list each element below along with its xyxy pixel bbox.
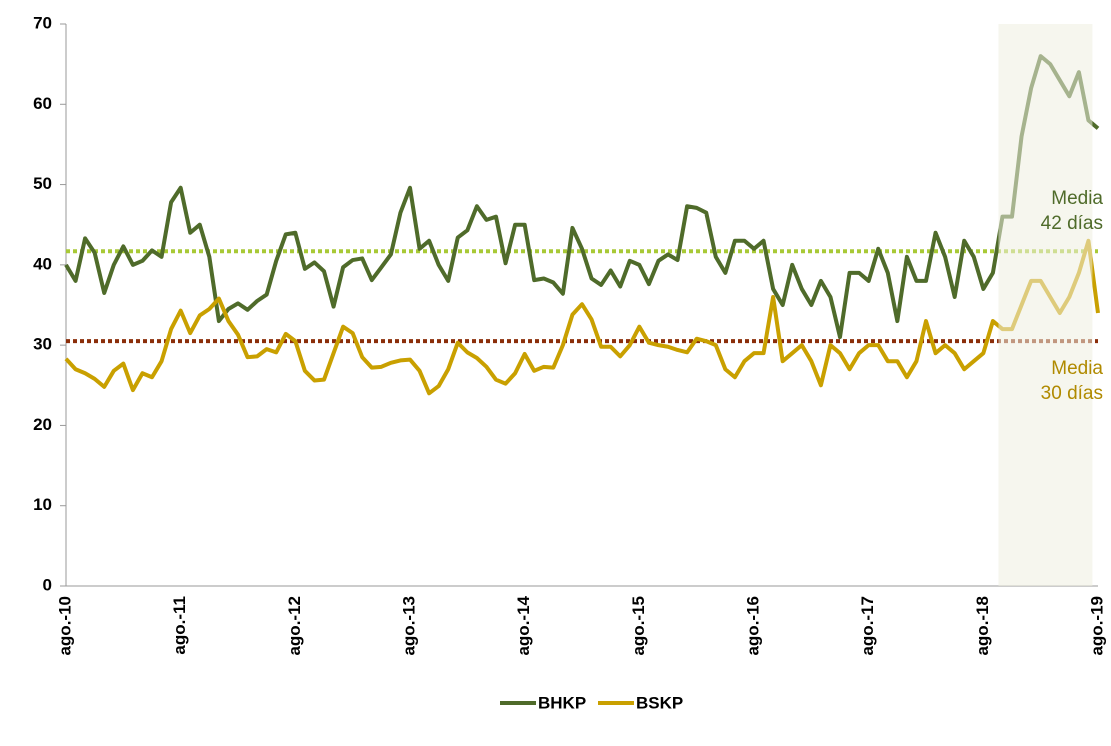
x-tick-label: ago.-10 (55, 596, 74, 656)
legend-label: BHKP (538, 693, 586, 712)
annotation: 30 días (1041, 383, 1103, 404)
annotation: Media (1051, 188, 1103, 209)
x-tick-label: ago.-19 (1087, 596, 1106, 656)
x-tick-label: ago.-18 (973, 596, 992, 656)
x-tick-label: ago.-16 (743, 596, 762, 656)
x-tick-label: ago.-13 (399, 596, 418, 656)
x-tick-label: ago.-14 (514, 595, 533, 655)
highlight-band (998, 24, 1093, 586)
series-line (64, 54, 1100, 340)
y-tick-label: 10 (33, 495, 52, 514)
y-tick-label: 50 (33, 174, 52, 193)
y-tick-label: 70 (33, 13, 52, 32)
series-line (64, 238, 1100, 396)
x-tick-label: ago.-11 (170, 596, 189, 655)
x-tick-label: ago.-15 (629, 596, 648, 656)
y-tick-label: 20 (33, 415, 52, 434)
y-tick-label: 0 (43, 575, 52, 594)
legend-label: BSKP (636, 693, 683, 712)
x-tick-label: ago.-12 (285, 596, 304, 656)
annotation: Media (1051, 358, 1103, 379)
y-tick-label: 30 (33, 335, 52, 354)
x-tick-label: ago.-17 (858, 596, 877, 656)
annotation: 42 días (1041, 213, 1103, 234)
y-tick-label: 40 (33, 254, 52, 273)
y-tick-label: 60 (33, 94, 52, 113)
